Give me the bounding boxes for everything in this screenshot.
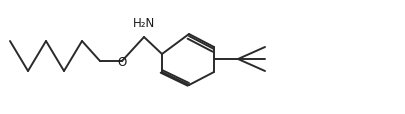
Text: O: O	[117, 55, 126, 68]
Text: H₂N: H₂N	[132, 17, 155, 30]
